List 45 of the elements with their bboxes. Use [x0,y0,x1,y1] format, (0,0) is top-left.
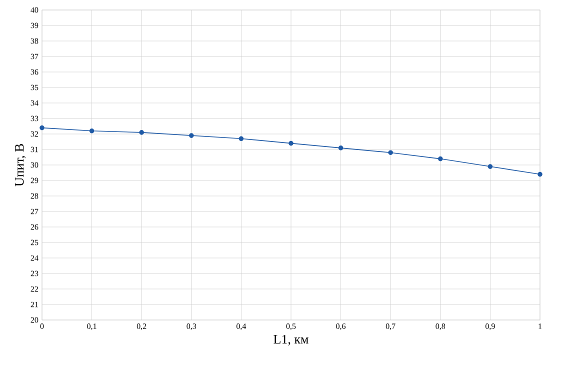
y-axis-title: Uпит, В [15,144,26,186]
y-tick-label: 30 [30,162,38,168]
y-tick-label: 21 [30,302,38,308]
point [338,146,344,150]
y-tick-label: 28 [30,193,38,199]
x-tick-label: 0,3 [186,324,196,330]
x-tick-label: 1 [538,324,542,329]
point [89,128,94,134]
y-tick-label: 24 [30,255,38,261]
point [189,133,194,138]
y-tick-label: 20 [30,317,38,323]
x-tick-label: 0,7 [386,324,396,330]
y-tick-label: 23 [30,270,38,276]
y-tick-label: 27 [30,208,38,214]
y-tick-label: 25 [30,240,38,246]
y-tick-label: 39 [30,22,38,28]
y-tick-label: 31 [30,146,38,152]
point [538,172,542,177]
y-tick-label: 40 [30,7,38,13]
y-tick-label: 36 [30,69,38,75]
point [438,156,443,162]
point [288,140,294,146]
y-tick-label: 33 [30,116,38,122]
y-tick-label: 34 [30,100,38,106]
point [139,130,144,135]
x-tick-label: 0,5 [286,324,296,330]
point [388,150,393,155]
y-tick-label: 32 [30,131,38,137]
x-axis-title: L1, км [274,334,308,346]
x-tick-label: 0,2 [136,324,146,330]
x-tick-label: 0,1 [87,324,96,330]
x-tick-label: 0,6 [336,324,346,330]
x-tick-label: 0 [40,324,44,329]
point [40,125,44,130]
y-tick-label: 37 [30,54,38,60]
x-tick-label: 0,9 [485,324,495,330]
y-tick-label: 38 [30,38,38,44]
y-tick-label: 35 [30,84,38,90]
point [488,164,493,169]
point [238,136,244,142]
x-tick-label: 0,4 [236,324,246,330]
x-tick-label: 0,8 [436,324,446,330]
y-tick-label: 29 [30,178,38,184]
y-tick-label: 22 [30,286,38,292]
y-tick-label: 26 [30,224,38,230]
